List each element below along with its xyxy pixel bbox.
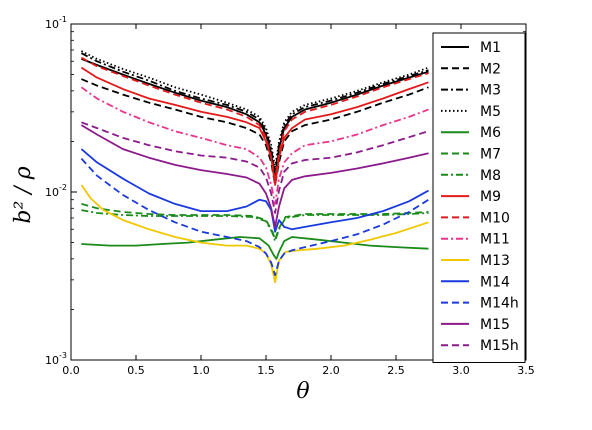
series-line-m15h (81, 121, 429, 214)
legend-label-m3: M3 (480, 83, 501, 99)
legend-label-m14: M14 (480, 274, 510, 290)
y-tick-label: 10-2 (45, 183, 67, 199)
series-line-m15 (80, 124, 429, 228)
legend-label-m11: M11 (480, 232, 510, 248)
series-line-m10 (80, 56, 429, 180)
legend-box (432, 32, 526, 363)
x-tick-label: 3.0 (452, 364, 470, 377)
series-line-m2 (81, 78, 429, 186)
legend-label-m13: M13 (480, 253, 510, 269)
x-tick-label: 2.5 (387, 364, 405, 377)
legend-label-m2: M2 (480, 61, 501, 77)
x-tick-label: 3.5 (517, 364, 535, 377)
x-tick-label: 0.5 (127, 364, 145, 377)
legend-label-m14h: M14h (480, 296, 519, 312)
legend-label-m7: M7 (480, 147, 501, 163)
series-line-m8 (81, 209, 429, 243)
series-layer (80, 50, 429, 284)
x-tick-label: 1.5 (257, 364, 275, 377)
axes-layer: 0.0 0.5 1.0 1.5 2.0 2.5 3.0 3.5 10-3 10-2 10-1 (45, 15, 535, 377)
legend-label-m15: M15 (480, 317, 510, 333)
x-tick-label: 2.0 (322, 364, 340, 377)
legend-label-m5: M5 (480, 104, 501, 120)
legend-label-m1: M1 (480, 40, 501, 56)
series-line-m6 (81, 236, 429, 260)
legend-label-m9: M9 (480, 189, 501, 205)
legend-label-m10: M10 (480, 210, 510, 226)
legend-label-m6: M6 (480, 125, 501, 141)
legend-label-m8: M8 (480, 168, 501, 184)
x-tick-label: 1.0 (192, 364, 210, 377)
y-axis-label: b² / ρ (11, 166, 36, 223)
x-tick-label: 0.0 (62, 364, 80, 377)
legend: M1 M2 M3 M5 M6 M7 M8 M9 M10 M11 M13 M14 M14h M15 M15h (432, 32, 526, 363)
series-line-m5 (80, 50, 429, 169)
series-line-m14h (80, 157, 429, 277)
series-line-m11 (80, 86, 429, 205)
y-tick-label: 10-3 (45, 351, 67, 367)
x-axis-label: θ (296, 379, 309, 404)
legend-label-m15h: M15h (480, 338, 519, 354)
y-tick-label: 10-1 (45, 15, 67, 31)
